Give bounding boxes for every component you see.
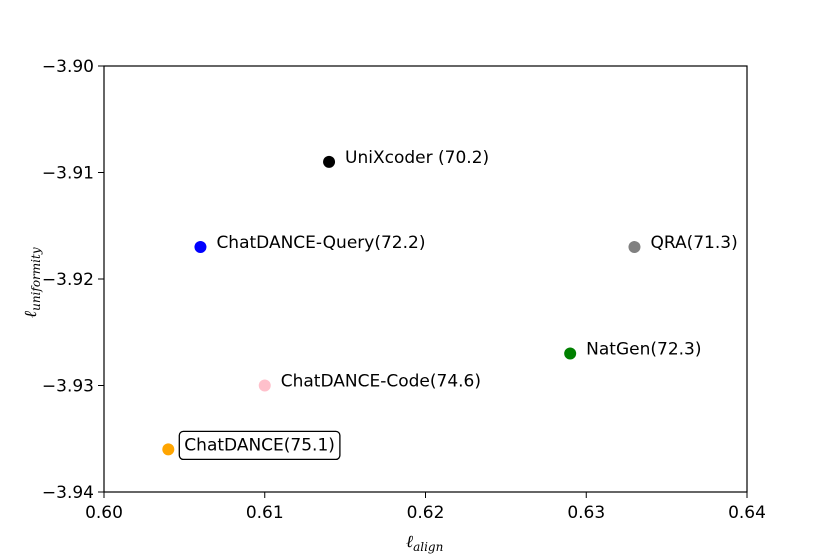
data-point bbox=[162, 443, 175, 456]
point-label: ChatDANCE-Query(72.2) bbox=[216, 233, 425, 253]
point-label: QRA(71.3) bbox=[650, 233, 737, 253]
point-label: NatGen(72.3) bbox=[586, 340, 701, 360]
point-label: ChatDANCE-Code(74.6) bbox=[281, 372, 481, 392]
plot-area bbox=[103, 65, 748, 493]
y-axis: −3.90 −3.91 −3.92 −3.93 −3.94 bbox=[42, 57, 104, 503]
x-axis-label: ℓalign bbox=[406, 532, 443, 554]
data-point bbox=[564, 347, 577, 360]
y-tick-label: −3.93 bbox=[42, 377, 94, 397]
x-tick-label: 0.63 bbox=[567, 503, 605, 523]
point-label: ChatDANCE(75.1) bbox=[184, 435, 335, 455]
y-tick-label: −3.94 bbox=[42, 483, 94, 503]
data-point bbox=[194, 241, 207, 254]
data-point bbox=[258, 379, 271, 392]
x-tick-label: 0.62 bbox=[407, 503, 445, 523]
y-tick-label: −3.91 bbox=[42, 164, 94, 184]
data-point bbox=[323, 155, 336, 168]
x-tick-label: 0.60 bbox=[85, 503, 123, 523]
x-axis: 0.60 0.61 0.62 0.63 0.64 bbox=[85, 492, 766, 523]
x-tick-label: 0.61 bbox=[246, 503, 284, 523]
point-label: UniXcoder (70.2) bbox=[345, 148, 489, 168]
y-tick-label: −3.92 bbox=[42, 270, 94, 290]
x-tick-label: 0.64 bbox=[728, 503, 766, 523]
label-box bbox=[178, 430, 341, 461]
y-tick-label: −3.90 bbox=[42, 57, 94, 77]
data-points: UniXcoder (70.2) ChatDANCE-Query(72.2) QRA… bbox=[162, 148, 738, 461]
data-point bbox=[628, 241, 641, 254]
y-axis-label: ℓuniformity bbox=[21, 247, 43, 318]
